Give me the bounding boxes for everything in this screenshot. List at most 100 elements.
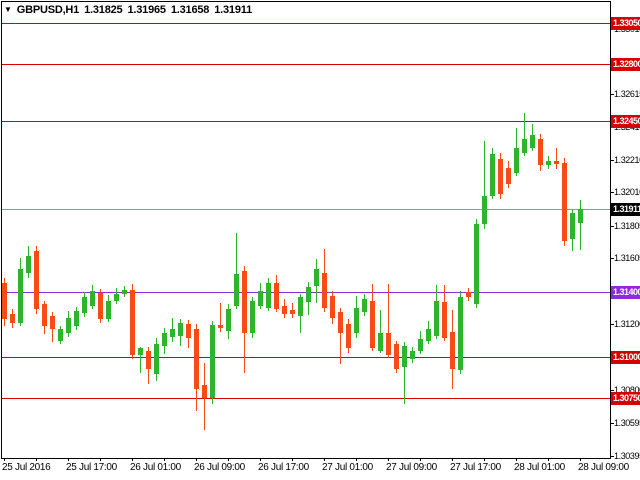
candle-body	[394, 344, 399, 369]
candle-body	[242, 271, 247, 333]
candle-body	[266, 283, 271, 308]
candle-body	[74, 311, 79, 326]
chart-title: ▼ GBPUSD,H1 1.31825 1.31965 1.31658 1.31…	[4, 4, 252, 16]
candle-body	[290, 310, 295, 314]
candle-body	[98, 293, 103, 319]
level-line-1.31911	[2, 209, 610, 210]
time-axis-tick	[36, 458, 37, 461]
time-axis-tick	[452, 458, 453, 461]
time-axis-label: 27 Jul 01:00	[322, 462, 373, 473]
time-axis-tick	[388, 458, 389, 461]
candle-body	[314, 269, 319, 286]
candle-body	[138, 348, 143, 355]
price-axis-tick	[610, 258, 614, 259]
ohlc-high-value: 1.31965	[127, 4, 166, 16]
candle-wick	[380, 310, 381, 353]
candle-body	[194, 329, 199, 389]
candle-wick	[220, 303, 221, 332]
candle-wick	[484, 141, 485, 229]
time-axis-label: 27 Jul 09:00	[386, 462, 437, 473]
level-line-1.30750	[2, 398, 610, 399]
time-axis-tick	[132, 458, 133, 461]
price-axis-tick	[610, 192, 614, 193]
time-axis-label: 28 Jul 09:00	[578, 462, 629, 473]
time-axis-tick	[580, 458, 581, 461]
symbol-timeframe-label: GBPUSD,H1	[16, 4, 80, 16]
time-axis-tick	[324, 458, 325, 461]
price-axis-label: 1.31805	[614, 221, 640, 231]
candle-body	[274, 283, 279, 309]
ohlc-close-value: 1.31911	[214, 4, 252, 16]
candle-body	[210, 325, 215, 398]
time-axis-tick	[356, 458, 357, 461]
candle-body	[458, 297, 463, 370]
candle-body	[442, 302, 447, 338]
price-badge-1.33050: 1.33050	[611, 17, 640, 30]
time-axis-tick	[100, 458, 101, 461]
time-axis-tick	[68, 458, 69, 461]
price-badge-1.32450: 1.32450	[611, 115, 640, 128]
time-axis-label: 28 Jul 01:00	[514, 462, 565, 473]
price-badge-1.31911: 1.31911	[611, 203, 640, 216]
price-axis-label: 1.32210	[614, 155, 640, 165]
price-axis-tick	[610, 324, 614, 325]
time-axis-label: 26 Jul 01:00	[130, 462, 181, 473]
candle-body	[370, 301, 375, 348]
candle-body	[506, 168, 511, 184]
candle-body	[410, 351, 415, 359]
ohlc-open-value: 1.31825	[84, 4, 123, 16]
price-badge-1.30750: 1.30750	[611, 392, 640, 405]
symbol-dropdown-icon[interactable]: ▼	[4, 5, 12, 14]
candle-body	[162, 333, 167, 346]
time-axis-tick	[164, 458, 165, 461]
candle-wick	[524, 113, 525, 156]
time-axis-label: 27 Jul 17:00	[450, 462, 501, 473]
price-badge-1.31000: 1.31000	[611, 351, 640, 364]
candle-body	[530, 135, 535, 148]
candle-wick	[556, 148, 557, 169]
time-axis-label: 26 Jul 09:00	[194, 462, 245, 473]
time-axis-label: 25 Jul 17:00	[66, 462, 117, 473]
price-badge-1.32800: 1.32800	[611, 58, 640, 71]
time-axis-tick	[228, 458, 229, 461]
candle-body	[66, 318, 71, 333]
candle-body	[378, 333, 383, 351]
candle-body	[122, 290, 127, 294]
candle-body	[2, 283, 7, 319]
price-axis-label: 1.31200	[614, 319, 640, 329]
time-axis-tick	[196, 458, 197, 461]
price-axis-label: 1.30595	[614, 418, 640, 428]
price-axis-tick	[610, 94, 614, 95]
price-axis-tick	[610, 390, 614, 391]
price-axis-label: 1.30800	[614, 385, 640, 395]
candle-body	[154, 344, 159, 374]
time-axis-tick	[4, 458, 5, 461]
candle-body	[554, 161, 559, 164]
price-axis-label: 1.32615	[614, 89, 640, 99]
candle-body	[578, 209, 583, 223]
candle-body	[354, 308, 359, 333]
candle-body	[282, 306, 287, 314]
candle-body	[482, 196, 487, 224]
candle-body	[202, 385, 207, 398]
candle-body	[146, 351, 151, 369]
candle-body	[258, 291, 263, 306]
candle-body	[498, 159, 503, 194]
time-axis-tick	[548, 458, 549, 461]
level-line-1.32450	[2, 121, 610, 122]
candle-wick	[340, 308, 341, 364]
level-line-1.32800	[2, 64, 610, 65]
candle-body	[114, 294, 119, 301]
price-axis-label: 1.32010	[614, 187, 640, 197]
candle-body	[418, 339, 423, 351]
candle-body	[546, 161, 551, 165]
candle-wick	[236, 233, 237, 309]
candle-body	[522, 139, 527, 153]
time-axis-tick	[260, 458, 261, 461]
price-axis-tick	[610, 160, 614, 161]
price-badge-1.31400: 1.31400	[611, 286, 640, 299]
chart-plot-frame	[1, 1, 611, 459]
candle-body	[250, 301, 255, 333]
candle-body	[434, 301, 439, 336]
